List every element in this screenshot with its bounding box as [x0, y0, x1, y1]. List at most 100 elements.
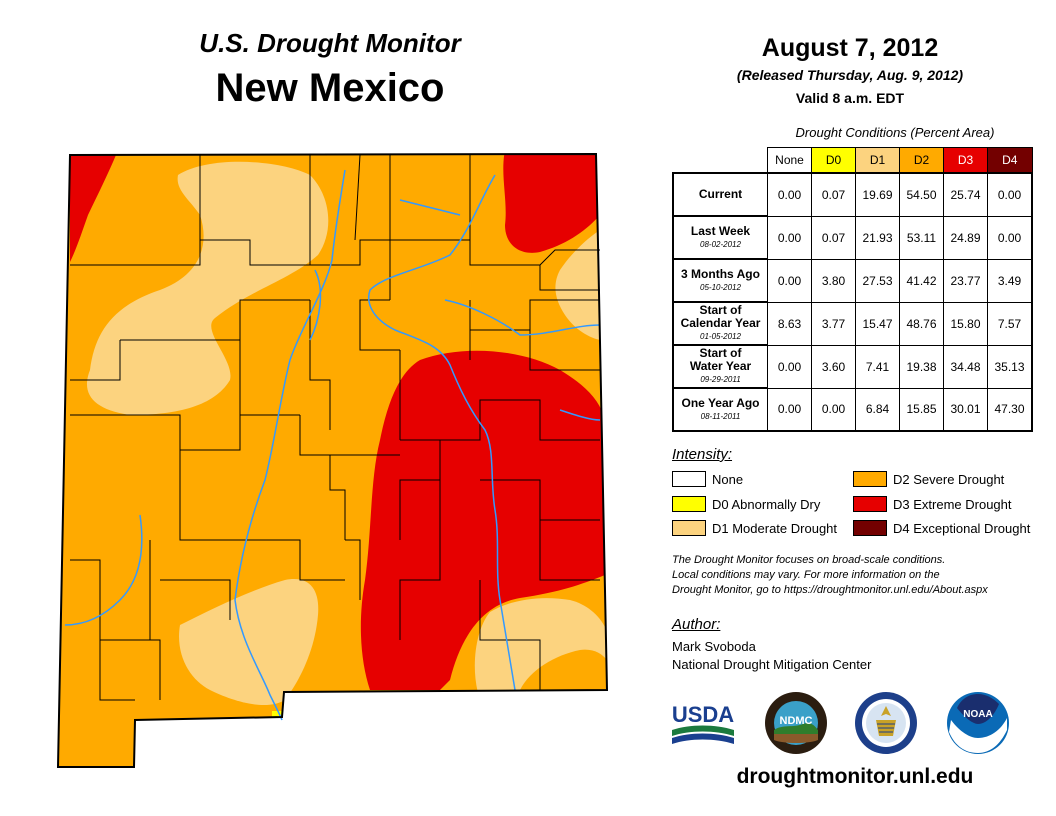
table-cell: 34.48: [943, 344, 988, 389]
row-label-main: Start of: [699, 346, 742, 360]
row-label-main: One Year Ago: [681, 395, 760, 410]
table-row: 3 Months Ago 05-10-2012 0.00 3.80 27.53 41.42…: [672, 258, 1033, 303]
d3-region-northeast: [503, 154, 600, 253]
table-cell: 47.30: [987, 387, 1033, 432]
county-boundaries: [70, 154, 600, 701]
row-label-main: Current: [698, 187, 743, 201]
row-label: Start of Calendar Year 01-05-2012: [672, 301, 768, 346]
table-cell: 19.69: [855, 172, 900, 217]
d1-region-southwest: [179, 579, 319, 706]
table-cell: 53.11: [899, 215, 944, 260]
map-date: August 7, 2012: [761, 34, 939, 62]
table-row: Last Week 08-02-2012 0.00 0.07 21.93 53.11 24.…: [672, 215, 1033, 260]
table-header-row: None D0 D1 D2 D3 D4: [673, 147, 1033, 174]
legend-item-d3: D3 Extreme Drought: [853, 496, 1012, 512]
table-cell: 6.84: [855, 387, 900, 432]
table-cell: 0.07: [811, 172, 856, 217]
table-row: One Year Ago 08-11-2011 0.00 0.00 6.84 15.85 3…: [672, 387, 1033, 432]
author-org: National Drought Mitigation Center: [672, 657, 872, 672]
table-cell: 0.00: [767, 344, 812, 389]
row-label-second: Water Year: [689, 359, 752, 373]
legend-label: D1 Moderate Drought: [712, 520, 838, 536]
table-cell: 3.77: [811, 301, 856, 346]
row-label-main: 3 Months Ago: [681, 266, 760, 281]
usda-logo: USDA: [672, 702, 734, 744]
row-date: 08-02-2012: [700, 239, 741, 249]
row-label-second: Calendar Year: [680, 316, 761, 330]
drought-map: [56, 152, 609, 768]
table-cell: 7.57: [987, 301, 1033, 346]
table-row: Start of Calendar Year 01-05-2012 8.63 3.77 1…: [672, 301, 1033, 346]
rivers: [64, 169, 601, 721]
legend-label: D4 Exceptional Drought: [893, 520, 1031, 536]
row-label: Last Week 08-02-2012: [672, 215, 768, 260]
legend-swatch: [672, 520, 706, 536]
table-cell: 24.89: [943, 215, 988, 260]
table-row: Start of Water Year 09-29-2011 0.00 3.60 7.41…: [672, 344, 1033, 389]
usda-logo-text: USDA: [672, 702, 734, 727]
map-subtitle: U.S. Drought Monitor: [199, 28, 461, 58]
legend-swatch: [853, 471, 887, 487]
legend-label: D2 Severe Drought: [893, 471, 1005, 487]
d1-region-northwest: [86, 161, 329, 415]
row-label: One Year Ago 08-11-2011: [672, 387, 768, 432]
legend-swatch: [853, 496, 887, 512]
doc-seal-logo: [855, 692, 917, 754]
table-cell: 35.13: [987, 344, 1033, 389]
d2-region-southeast: [515, 649, 607, 700]
col-none: None: [767, 147, 812, 174]
d3-region-northwest: [70, 154, 118, 262]
table-cell: 25.74: [943, 172, 988, 217]
website-link[interactable]: droughtmonitor.unl.edu: [736, 765, 974, 788]
legend-item-none: None: [672, 471, 743, 487]
table-cell: 0.00: [811, 387, 856, 432]
table-caption: Drought Conditions (Percent Area): [795, 125, 995, 140]
table-cell: 27.53: [855, 258, 900, 303]
noaa-logo-text: NOAA: [963, 709, 992, 720]
col-d0: D0: [811, 147, 856, 174]
disclaimer-note: The Drought Monitor focuses on broad-sca…: [672, 553, 1047, 598]
legend-title: Intensity:: [672, 446, 733, 463]
col-d3: D3: [943, 147, 988, 174]
noaa-logo: NOAA: [947, 692, 1009, 754]
table-cell: 21.93: [855, 215, 900, 260]
legend-swatch: [672, 496, 706, 512]
table-corner: [673, 148, 768, 174]
valid-time: Valid 8 a.m. EDT: [795, 90, 905, 106]
table-cell: 54.50: [899, 172, 944, 217]
table-cell: 0.00: [767, 215, 812, 260]
table-cell: 23.77: [943, 258, 988, 303]
table-cell: 0.00: [987, 172, 1033, 217]
table-cell: 3.49: [987, 258, 1033, 303]
row-date: 08-11-2011: [700, 411, 741, 421]
author-title: Author:: [672, 616, 721, 633]
row-label-main: Last Week: [690, 223, 751, 238]
table-cell: 15.80: [943, 301, 988, 346]
col-d2: D2: [899, 147, 944, 174]
row-label: 3 Months Ago 05-10-2012: [672, 258, 768, 303]
table-cell: 15.47: [855, 301, 900, 346]
release-date: (Released Thursday, Aug. 9, 2012): [736, 67, 964, 83]
row-date: 09-29-2011: [700, 375, 741, 384]
table-cell: 7.41: [855, 344, 900, 389]
table-cell: 48.76: [899, 301, 944, 346]
legend-item-d1: D1 Moderate Drought: [672, 520, 837, 536]
table-cell: 0.00: [767, 387, 812, 432]
note-line-3: Drought Monitor, go to https://droughtmo…: [672, 584, 988, 596]
legend-swatch: [672, 471, 706, 487]
table-row: Current 0.00 0.07 19.69 54.50 25.74 0.00: [672, 172, 1033, 217]
table-cell: 41.42: [899, 258, 944, 303]
table-cell: 3.60: [811, 344, 856, 389]
col-d1: D1: [855, 147, 900, 174]
table-cell: 19.38: [899, 344, 944, 389]
state-outline: [56, 152, 609, 768]
legend-item-d0: D0 Abnormally Dry: [672, 496, 820, 512]
table-cell: 15.85: [899, 387, 944, 432]
table-cell: 0.07: [811, 215, 856, 260]
ndmc-logo-text: NDMC: [780, 715, 813, 727]
legend-label: D3 Extreme Drought: [893, 496, 1012, 512]
table-cell: 3.80: [811, 258, 856, 303]
d3-region-east: [360, 350, 605, 690]
row-label: Start of Water Year 09-29-2011: [672, 344, 768, 389]
legend-label: D0 Abnormally Dry: [712, 496, 821, 512]
